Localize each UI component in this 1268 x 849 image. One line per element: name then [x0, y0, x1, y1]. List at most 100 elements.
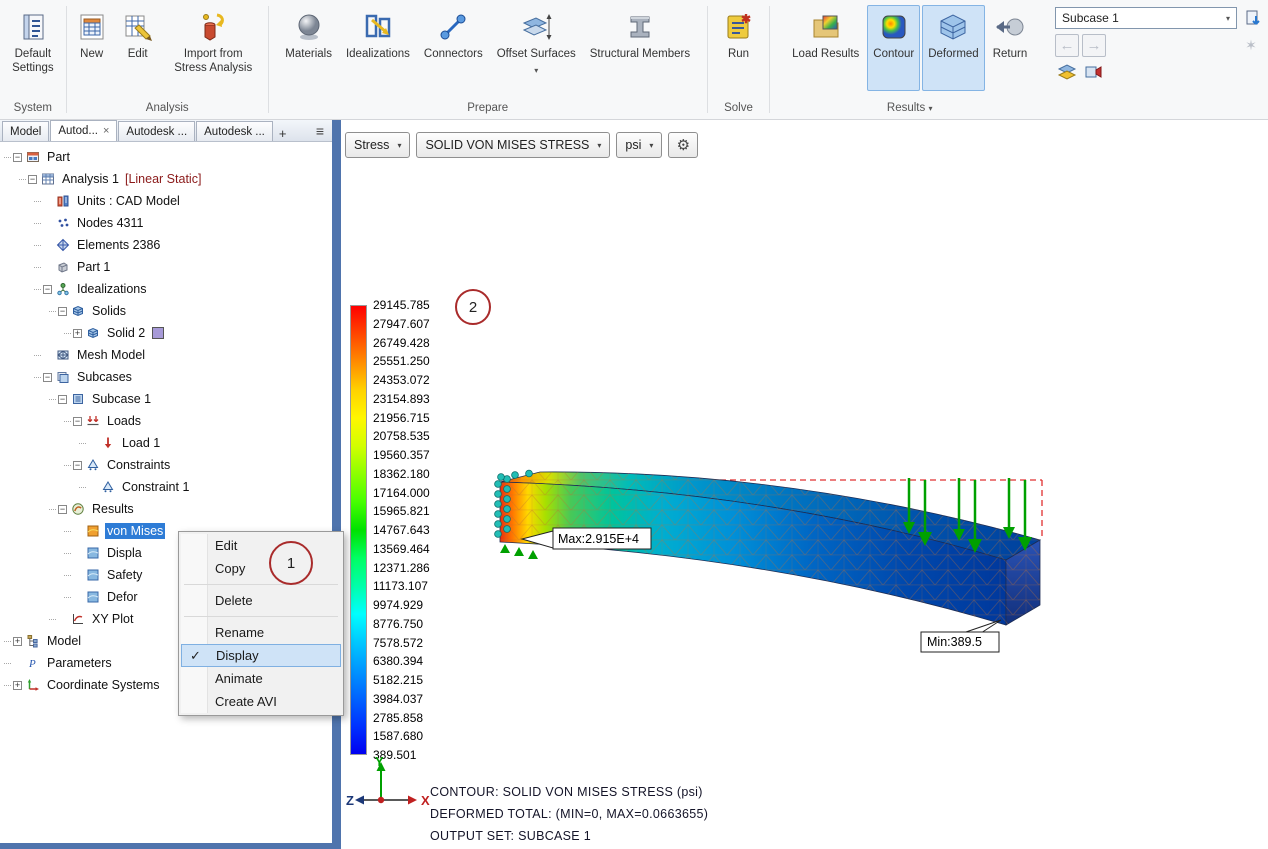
menu-item-delete[interactable]: Delete: [215, 593, 253, 608]
animate-results-icon: [1057, 63, 1077, 80]
load-results-button[interactable]: Load Results: [786, 5, 865, 66]
close-tab-icon[interactable]: ×: [102, 125, 110, 137]
collapse-toggle-icon[interactable]: −: [58, 305, 67, 316]
stress-model-canvas[interactable]: Max:2.915E+4 Min:389.5: [441, 420, 1121, 710]
tree-item-coordinate-systems[interactable]: + Coordinate Systems: [0, 674, 332, 696]
tree-item-analysis-1[interactable]: − Analysis 1 [Linear Static]: [0, 168, 332, 190]
contour-toggle-button[interactable]: Contour: [867, 5, 921, 91]
collapse-toggle-icon[interactable]: −: [58, 503, 67, 514]
vonmises-icon: [86, 524, 101, 538]
tree-item-xy-plot[interactable]: XY Plot: [0, 608, 332, 630]
contouritem-icon: [86, 590, 101, 604]
menu-item-rename[interactable]: Rename: [215, 625, 265, 640]
tree-item-elements-2386[interactable]: Elements 2386: [0, 234, 332, 256]
ribbon-separator: [65, 6, 67, 113]
panel-resize-bar[interactable]: [332, 120, 341, 849]
collapse-toggle-icon[interactable]: −: [73, 459, 82, 470]
menu-item-create-avi[interactable]: Create AVI: [215, 694, 277, 709]
legend-value: 6380.394: [373, 654, 424, 669]
tree-item-part-1[interactable]: Part 1: [0, 256, 332, 278]
tree-item-loads[interactable]: − Loads: [0, 410, 332, 432]
tab-autodesk-active[interactable]: Autod... ×: [50, 120, 118, 141]
tree-item-parameters[interactable]: P Parameters: [0, 652, 332, 674]
tree-item-constraints[interactable]: − Constraints: [0, 454, 332, 476]
menu-item-copy[interactable]: Copy: [215, 561, 246, 576]
tree-item-label: Coordinate Systems: [47, 678, 160, 692]
tree-item-constraint-1[interactable]: Constraint 1: [0, 476, 332, 498]
materials-button[interactable]: Materials: [279, 5, 338, 66]
tree-item-von-mises[interactable]: von Mises: [0, 520, 332, 542]
tree-item-defor[interactable]: Defor: [0, 586, 332, 608]
tab-autodesk-2[interactable]: Autodesk ...: [118, 121, 196, 141]
probe-button[interactable]: ✶: [1239, 34, 1263, 57]
run-button[interactable]: ✱ Run: [716, 5, 762, 66]
collapse-toggle-icon[interactable]: −: [13, 151, 22, 162]
expand-toggle-icon[interactable]: +: [13, 679, 22, 690]
result-info-text: CONTOUR: SOLID VON MISES STRESS (psi) DE…: [430, 781, 708, 847]
deformed-toggle-button[interactable]: Deformed: [922, 5, 985, 91]
menu-item-display[interactable]: ✓ Display: [181, 644, 341, 667]
menu-separator: [184, 616, 338, 617]
menu-item-animate[interactable]: Animate: [215, 671, 263, 686]
units-dropdown[interactable]: psi ▾: [616, 132, 663, 158]
result-type-dropdown[interactable]: Stress ▾: [345, 132, 411, 158]
result-name-dropdown[interactable]: SOLID VON MISES STRESS ▾: [416, 132, 611, 158]
default-settings-button[interactable]: Default Settings: [3, 5, 63, 79]
wand-icon: ✶: [1245, 37, 1257, 53]
collapse-toggle-icon[interactable]: −: [28, 173, 37, 184]
tree-item-safety[interactable]: Safety: [0, 564, 332, 586]
tree-item-label: Subcases: [77, 370, 132, 384]
tree-item-subcase-1[interactable]: − Subcase 1: [0, 388, 332, 410]
tree-item-nodes-4311[interactable]: Nodes 4311: [0, 212, 332, 234]
return-button[interactable]: Return: [987, 5, 1034, 66]
add-tab-button[interactable]: +: [278, 126, 287, 141]
animate-results-button[interactable]: [1055, 60, 1079, 83]
tree-item-results[interactable]: − Results: [0, 498, 332, 520]
solids-icon: [71, 304, 86, 318]
tab-autodesk-3[interactable]: Autodesk ...: [196, 121, 273, 141]
next-result-button[interactable]: →: [1082, 34, 1107, 57]
expand-toggle-icon[interactable]: +: [73, 327, 82, 338]
tree-item-mesh-model[interactable]: Mesh Model: [0, 344, 332, 366]
connectors-button[interactable]: Connectors: [418, 5, 489, 66]
offset-surfaces-button[interactable]: Offset Surfaces ▾: [491, 5, 582, 79]
tree-item-part[interactable]: − Part: [0, 146, 332, 168]
idealizations-button[interactable]: Idealizations: [340, 5, 416, 66]
collapse-toggle-icon[interactable]: −: [43, 371, 52, 382]
collapse-toggle-icon[interactable]: −: [43, 283, 52, 294]
tree-item-load-1[interactable]: Load 1: [0, 432, 332, 454]
import-from-stress-analysis-button[interactable]: Import from Stress Analysis: [162, 5, 265, 79]
tree-item-idealizations[interactable]: − Idealizations: [0, 278, 332, 300]
tree-item-subcases[interactable]: − Subcases: [0, 366, 332, 388]
tab-model[interactable]: Model: [2, 121, 50, 141]
previous-result-button[interactable]: ←: [1055, 34, 1080, 57]
tree-item-displa[interactable]: Displa: [0, 542, 332, 564]
color-swatch[interactable]: [152, 327, 165, 339]
record-avi-button[interactable]: [1081, 60, 1105, 83]
subcase-select[interactable]: Subcase 1 ▾: [1055, 7, 1238, 29]
legend-value: 7578.572: [373, 635, 424, 650]
graphics-viewport[interactable]: Stress ▾ SOLID VON MISES STRESS ▾ psi ▾ ⚙ 2…: [341, 120, 1268, 849]
structural-members-button[interactable]: Structural Members: [584, 5, 696, 66]
expand-toggle-icon[interactable]: +: [13, 635, 22, 646]
tree-item-units-cad-model[interactable]: Units : CAD Model: [0, 190, 332, 212]
tree-item-label: Parameters: [47, 656, 112, 670]
legend-value: 19560.357: [373, 448, 430, 462]
collapse-toggle-icon[interactable]: −: [73, 415, 82, 426]
results-group-dropdown-icon[interactable]: ▾: [928, 104, 933, 113]
import-results-button[interactable]: [1241, 6, 1265, 29]
connectors-icon: [436, 10, 470, 44]
collapse-toggle-icon[interactable]: −: [58, 393, 67, 404]
result-options-button[interactable]: ⚙: [668, 132, 699, 158]
tab-menu-icon[interactable]: ≡: [315, 122, 324, 139]
tree-item-solids[interactable]: − Solids: [0, 300, 332, 322]
tree-item-model[interactable]: + Model: [0, 630, 332, 652]
edit-analysis-button[interactable]: Edit: [116, 5, 160, 66]
ribbon-results-controls: Subcase 1 ▾ ← → ✶: [1049, 0, 1268, 119]
tree-item-solid-2[interactable]: + Solid 2: [0, 322, 332, 344]
menu-item-edit[interactable]: Edit: [215, 538, 238, 553]
constraint-markers: [494, 469, 533, 538]
tree-item-label: Part: [47, 150, 70, 164]
offset-surfaces-dropdown-icon[interactable]: ▾: [534, 65, 539, 75]
new-analysis-button[interactable]: New: [70, 5, 114, 66]
